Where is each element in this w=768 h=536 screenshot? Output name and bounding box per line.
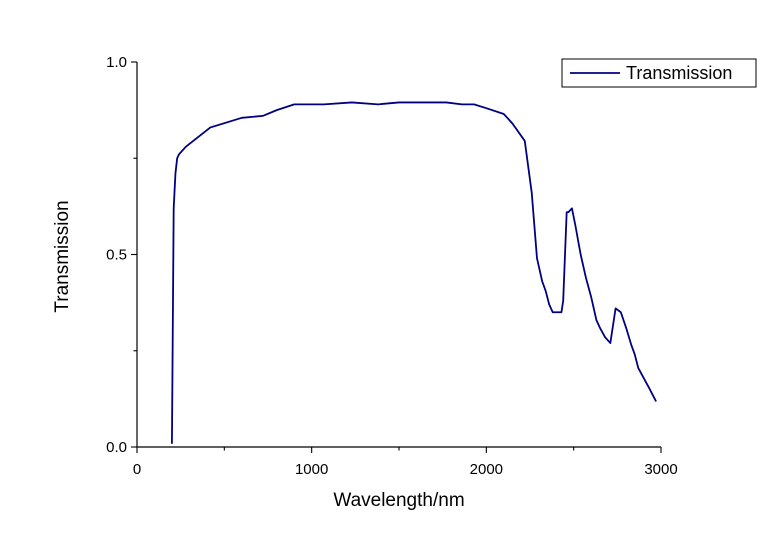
- axes-layer: [136, 62, 661, 448]
- ticks-layer: 0 1000 2000 3000 0.0 0.5 1.0: [106, 54, 678, 478]
- legend-label: Transmission: [626, 63, 732, 83]
- y-tick-label: 0.0: [106, 439, 127, 456]
- x-tick-label: 0: [133, 461, 141, 478]
- x-tick-label: 3000: [644, 461, 677, 478]
- y-axis-title: Transmission: [52, 200, 73, 312]
- x-tick-label: 2000: [470, 461, 503, 478]
- legend: Transmission: [561, 58, 757, 88]
- y-tick-label: 1.0: [106, 54, 127, 71]
- series-line-transmission: [171, 101, 657, 445]
- x-tick-label: 1000: [295, 461, 328, 478]
- x-axis-title: Wavelength/nm: [333, 490, 464, 511]
- y-tick-label: 0.5: [106, 247, 127, 264]
- series-layer: [171, 101, 657, 445]
